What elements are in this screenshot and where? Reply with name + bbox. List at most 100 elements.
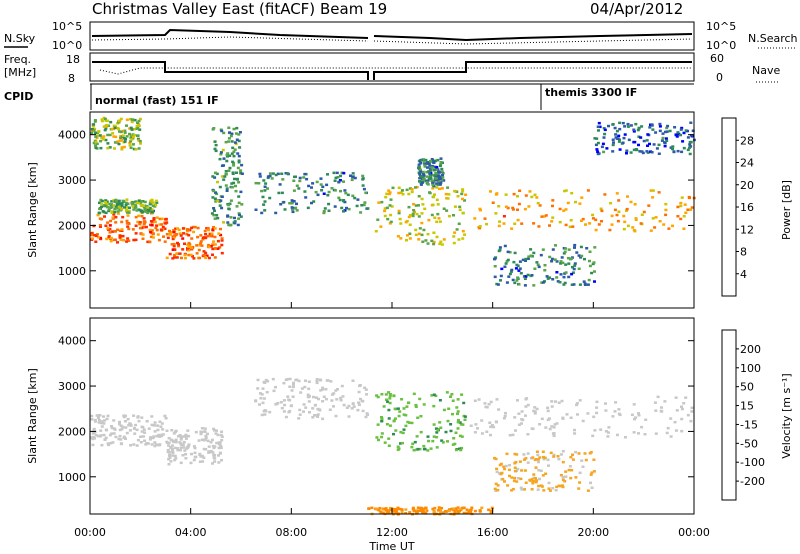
heatmap-cell xyxy=(490,506,494,510)
heatmap-cell xyxy=(221,148,225,152)
heatmap-cell xyxy=(206,226,210,230)
heatmap-cell xyxy=(121,234,125,238)
heatmap-cell xyxy=(228,154,232,157)
heatmap-cell xyxy=(633,203,637,206)
heatmap-cell xyxy=(546,406,550,410)
heatmap-cell xyxy=(154,203,158,207)
heatmap-cell xyxy=(508,434,512,437)
heatmap-cell xyxy=(204,233,208,236)
heatmap-cell xyxy=(288,385,292,388)
heatmap-cell xyxy=(211,175,215,178)
heatmap-cell xyxy=(383,214,387,218)
heatmap-cell xyxy=(590,471,594,474)
heatmap-cell xyxy=(650,124,654,127)
heatmap-cell xyxy=(645,139,649,142)
heatmap-cell xyxy=(397,414,401,418)
heatmap-cell xyxy=(558,220,562,224)
heatmap-cell xyxy=(483,217,487,220)
heatmap-cell xyxy=(416,447,420,451)
heatmap-cell xyxy=(224,170,228,173)
heatmap-cell xyxy=(341,395,345,398)
heatmap-cell xyxy=(384,393,388,396)
heatmap-cell xyxy=(389,213,393,217)
heatmap-cell xyxy=(290,201,294,204)
heatmap-cell xyxy=(603,128,607,132)
heatmap-cell xyxy=(626,224,630,228)
heatmap-cell xyxy=(604,402,607,405)
heatmap-cell xyxy=(494,193,498,196)
heatmap-cell xyxy=(107,202,111,206)
time-axis-ticks: 00:00 04:00 08:00 12:00 16:00 20:00 00:00 xyxy=(74,302,710,539)
heatmap-cell xyxy=(90,233,94,237)
heatmap-cell xyxy=(509,270,513,273)
heatmap-cell xyxy=(526,403,530,407)
heatmap-cell xyxy=(505,281,509,284)
heatmap-cell xyxy=(213,429,216,432)
heatmap-cell xyxy=(689,208,693,211)
heatmap-cell xyxy=(120,204,124,207)
heatmap-cell xyxy=(495,398,499,401)
heatmap-cell xyxy=(523,277,527,280)
heatmap-cell xyxy=(404,508,408,511)
heatmap-cell xyxy=(650,151,654,154)
heatmap-cell xyxy=(561,416,565,420)
heatmap-cell xyxy=(112,204,116,207)
heatmap-cell xyxy=(642,210,646,214)
heatmap-cell xyxy=(571,225,575,228)
heatmap-cell xyxy=(388,191,392,194)
heatmap-cell xyxy=(435,182,439,185)
heatmap-cell xyxy=(324,397,328,401)
heatmap-cell xyxy=(306,395,310,399)
heatmap-cell xyxy=(105,205,109,209)
heatmap-cell xyxy=(171,448,174,451)
heatmap-cell xyxy=(517,423,521,426)
heatmap-cell xyxy=(133,118,137,122)
heatmap-cell xyxy=(260,189,264,193)
heatmap-cell xyxy=(526,461,530,464)
heatmap-cell xyxy=(577,487,581,490)
heatmap-cell xyxy=(167,436,171,440)
heatmap-cell xyxy=(92,123,96,126)
heatmap-cell xyxy=(236,152,240,155)
heatmap-cell xyxy=(441,173,444,177)
velocity-colorbar-tick-label: 15 xyxy=(740,400,754,413)
heatmap-cell xyxy=(533,267,537,270)
heatmap-cell xyxy=(380,435,384,439)
heatmap-cell xyxy=(445,209,449,212)
heatmap-cell xyxy=(131,135,135,139)
heatmap-cell xyxy=(569,476,573,480)
heatmap-cell xyxy=(559,473,563,477)
heatmap-cell xyxy=(644,418,648,421)
heatmap-cell xyxy=(211,253,214,256)
heatmap-cell xyxy=(469,508,473,512)
heatmap-cell xyxy=(516,477,520,480)
heatmap-cell xyxy=(92,435,96,439)
heatmap-cell xyxy=(617,134,621,138)
heatmap-cell xyxy=(377,201,381,204)
heatmap-cell xyxy=(550,425,554,428)
heatmap-cell xyxy=(432,242,436,246)
heatmap-cell xyxy=(417,163,421,166)
heatmap-cell xyxy=(637,135,641,138)
heatmap-cell xyxy=(503,480,506,483)
heatmap-cell xyxy=(435,166,439,169)
heatmap-cell xyxy=(357,401,361,404)
heatmap-cell xyxy=(231,146,235,150)
heatmap-cell xyxy=(168,233,172,236)
heatmap-cell xyxy=(456,420,460,424)
heatmap-cell xyxy=(138,117,142,121)
heatmap-cell xyxy=(418,168,422,171)
heatmap-cell xyxy=(418,227,422,230)
heatmap-cell xyxy=(546,418,550,422)
heatmap-cell xyxy=(418,177,422,180)
heatmap-cell xyxy=(564,271,568,274)
heatmap-cell xyxy=(254,399,258,403)
heatmap-cell xyxy=(544,472,548,475)
heatmap-cell xyxy=(664,213,668,217)
heatmap-cell xyxy=(214,200,218,203)
heatmap-cell xyxy=(548,224,551,227)
heatmap-cell xyxy=(432,435,436,438)
heatmap-cell xyxy=(541,281,545,284)
heatmap-cell xyxy=(580,254,584,258)
heatmap-cell xyxy=(438,220,442,223)
